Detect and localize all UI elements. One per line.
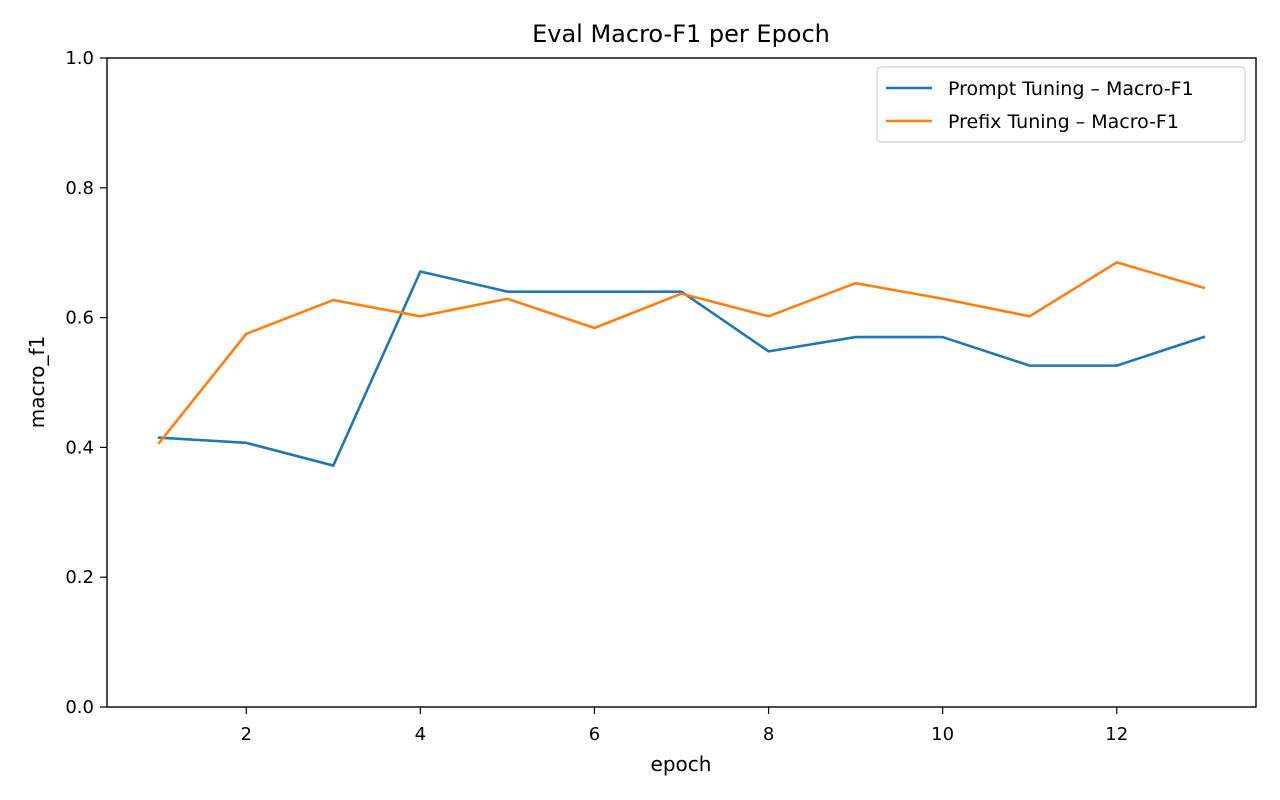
y-axis-label: macro_f1 (25, 336, 49, 429)
x-tick-label: 2 (241, 724, 252, 745)
y-axis: 0.0 0.2 0.4 0.6 0.8 1.0 (65, 48, 107, 718)
series-line-prefix-tuning (157, 261, 1206, 445)
chart-title: Eval Macro-F1 per Epoch (532, 20, 830, 48)
x-tick-label: 10 (931, 724, 954, 745)
legend-label: Prefix Tuning – Macro-F1 (948, 111, 1179, 133)
x-tick-label: 8 (763, 724, 774, 745)
y-tick-label: 0.0 (65, 697, 94, 718)
y-tick-label: 1.0 (65, 48, 94, 69)
x-axis: 2 4 6 8 10 12 (241, 707, 1128, 745)
y-tick-label: 0.8 (65, 178, 94, 199)
y-tick-label: 0.6 (65, 308, 94, 329)
y-tick-label: 0.2 (65, 567, 94, 588)
plot-area-frame (106, 57, 1257, 708)
x-tick-label: 4 (415, 724, 426, 745)
x-axis-label: epoch (651, 752, 712, 776)
y-tick-label: 0.4 (65, 437, 94, 458)
legend-box (876, 66, 1246, 143)
x-tick-label: 6 (589, 724, 600, 745)
series-line-prompt-tuning (157, 270, 1206, 467)
legend: Prompt Tuning – Macro-F1 Prefix Tuning – … (876, 66, 1246, 143)
series-lines (157, 261, 1206, 467)
legend-label: Prompt Tuning – Macro-F1 (948, 78, 1194, 100)
x-tick-label: 12 (1105, 724, 1128, 745)
